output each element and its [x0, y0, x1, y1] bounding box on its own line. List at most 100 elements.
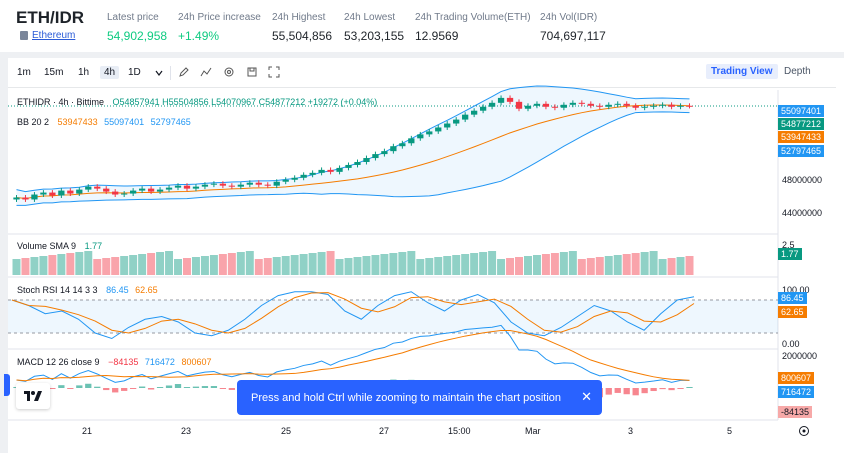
coin-link[interactable]: Ethereum	[20, 30, 75, 41]
candle	[76, 189, 83, 194]
volume-tick: 2.5	[782, 240, 795, 250]
candle	[408, 138, 415, 144]
candle	[255, 182, 262, 185]
bb-legend: BB 20 2 53947433 55097401 52797465	[17, 117, 191, 127]
stoch-rsi-lines	[8, 291, 778, 340]
coin-link-label[interactable]: Ethereum	[32, 30, 76, 41]
tag-bb-upper: 55097401	[778, 105, 825, 117]
volume-bar	[515, 257, 523, 275]
volume-bar	[362, 256, 371, 275]
candle	[488, 102, 496, 107]
candle	[372, 154, 379, 159]
volume-bar	[506, 258, 515, 275]
volume-bar	[111, 257, 120, 275]
tradingview-logo[interactable]	[16, 383, 50, 409]
chevron-down-icon[interactable]	[155, 69, 163, 77]
volume-bar	[479, 252, 488, 275]
trading-view-button[interactable]: Trading View	[706, 64, 778, 79]
candle	[237, 184, 244, 187]
macd-hist-bar	[659, 388, 666, 390]
macd-legend: MACD 12 26 close 9 −84135 716472 800607	[17, 357, 211, 367]
candle	[318, 169, 325, 173]
close-icon[interactable]: ✕	[581, 389, 592, 404]
candle	[551, 106, 559, 108]
candle	[587, 103, 594, 106]
candle	[121, 193, 128, 195]
volume-bar	[550, 253, 559, 275]
pencil-icon[interactable]	[178, 66, 190, 78]
volume-bar	[93, 259, 102, 275]
candle	[524, 105, 532, 109]
candle	[228, 185, 235, 187]
macd-hist-bar	[210, 386, 218, 388]
volume-bar	[236, 252, 245, 275]
candle	[22, 197, 29, 200]
stat-value: +1.49%	[178, 29, 220, 43]
volume-bar	[183, 258, 191, 275]
bb-lower-line	[16, 111, 690, 206]
volume-bar	[631, 253, 640, 275]
macd-hist: −84135	[108, 357, 139, 367]
candle	[659, 104, 666, 106]
candle	[462, 114, 469, 120]
fullscreen-icon[interactable]	[268, 66, 280, 78]
tag-stoch-d: 62.65	[778, 306, 807, 318]
depth-button[interactable]: Depth	[784, 66, 811, 77]
macd-hist-bar	[219, 388, 227, 389]
macd-hist-bar	[103, 388, 110, 391]
candle	[264, 184, 271, 186]
timeframe-1d[interactable]: 1D	[128, 67, 141, 78]
macd-hist-bar	[49, 388, 56, 389]
volume-bar	[299, 254, 308, 275]
candle	[147, 188, 155, 192]
macd-hist-bar	[632, 388, 639, 396]
volume-bar	[200, 256, 209, 275]
candle	[506, 97, 514, 102]
volume-bar	[48, 255, 57, 275]
time-tick: 27	[379, 426, 390, 436]
indicator-icon[interactable]	[200, 66, 212, 78]
timeframe-1m[interactable]: 1m	[17, 67, 31, 78]
stat-price-increase: 24h Price increase +1.49%	[178, 12, 261, 43]
candle	[515, 101, 523, 109]
settings-icon[interactable]	[223, 66, 235, 78]
macd-hist-bar	[201, 386, 209, 388]
volume-bar	[613, 255, 622, 275]
macd-signal: 800607	[181, 357, 212, 367]
macd-hist-bar	[686, 387, 693, 388]
sidebar-toggle-handle[interactable]	[4, 374, 10, 396]
candle	[417, 134, 424, 139]
chart-settings-icon[interactable]	[798, 425, 810, 437]
macd-hist-bar	[174, 384, 182, 388]
macd-hist-bar	[623, 388, 630, 395]
timeframe-15m[interactable]: 15m	[44, 67, 64, 78]
bb-mid-line	[16, 104, 690, 199]
candle	[632, 105, 639, 108]
volume-bar	[191, 257, 200, 275]
tag-last-price: 54877212	[778, 118, 825, 130]
bollinger-bands	[16, 85, 690, 206]
time-tick: Mar	[525, 426, 541, 436]
volume-label: Volume SMA 9	[17, 241, 77, 251]
stat-value: 54,902,958	[107, 29, 168, 43]
candle	[471, 110, 478, 115]
candle	[605, 104, 612, 107]
timeframe-4h[interactable]: 4h	[100, 66, 120, 79]
toast-message: Press and hold Ctrl while zooming to mai…	[251, 391, 561, 404]
volume-bar	[443, 256, 452, 275]
volume-bar	[174, 259, 182, 275]
pair-title: ETH/IDR	[16, 8, 84, 27]
timeframe-1h[interactable]: 1h	[78, 67, 90, 78]
stat-latest-price: Latest price 54,902,958	[107, 12, 167, 43]
stat-volume-eth: 24h Trading Volume(ETH) 12.9569	[415, 12, 531, 43]
volume-bar	[371, 255, 380, 275]
candle	[381, 151, 388, 155]
bb-label: BB 20 2	[17, 117, 50, 127]
coin-icon	[20, 31, 28, 40]
time-tick: 15:00	[448, 426, 471, 436]
candle	[533, 103, 541, 106]
save-icon[interactable]	[246, 66, 258, 78]
macd-hist-bar	[677, 388, 684, 389]
volume-bar	[568, 251, 577, 275]
candle	[165, 187, 173, 190]
